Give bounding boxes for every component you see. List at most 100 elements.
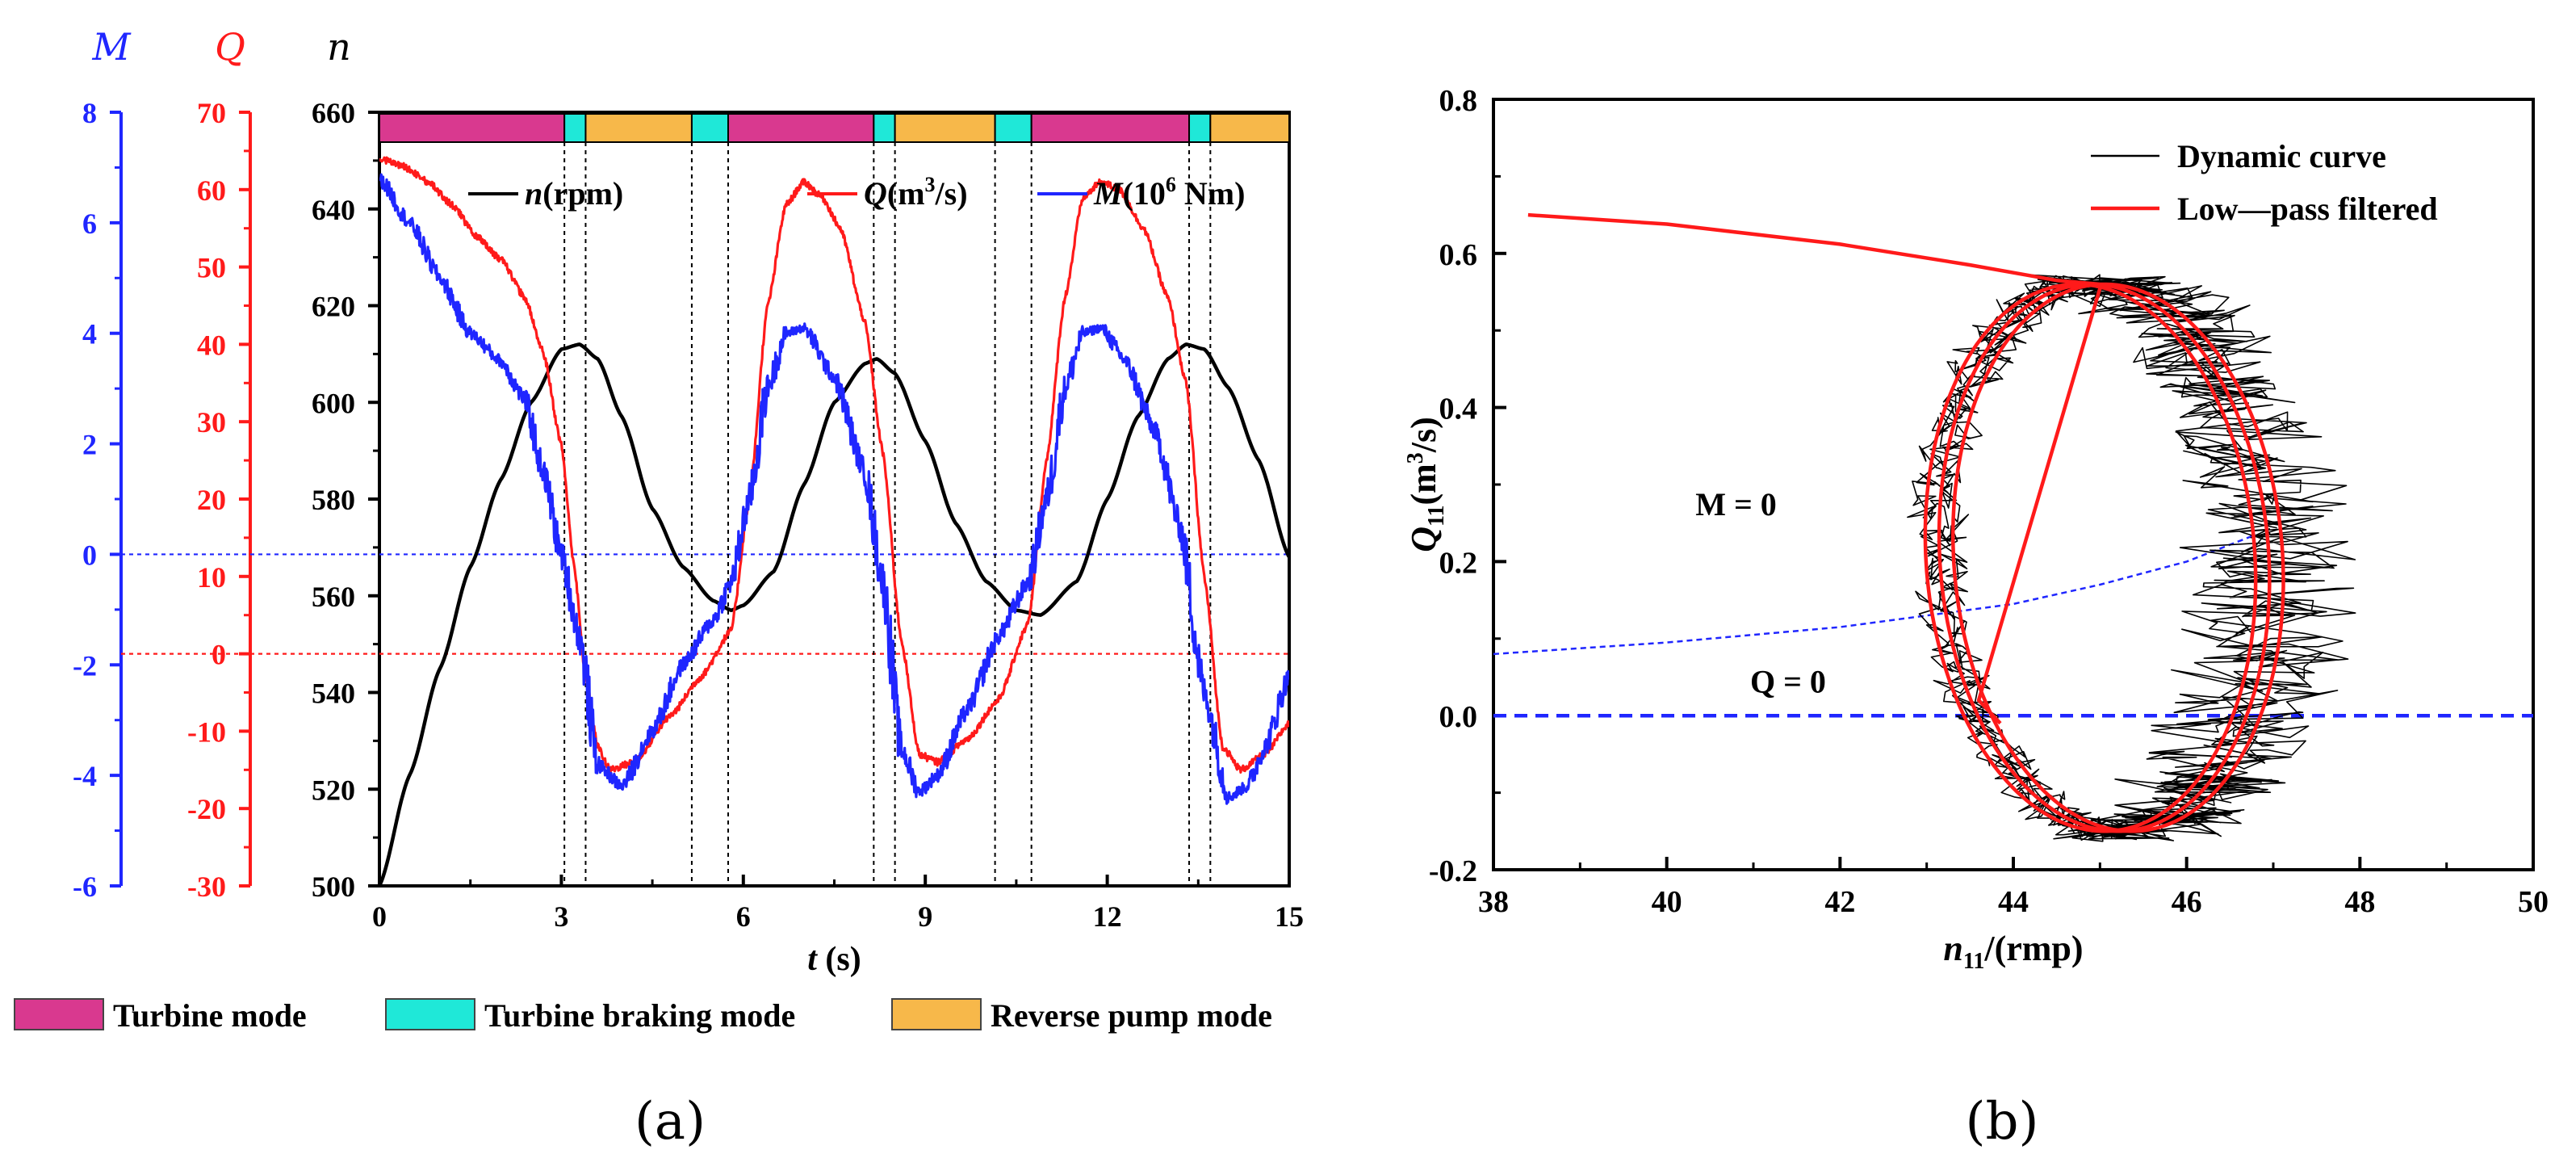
x-axis-subscript: 11 <box>1963 949 1984 974</box>
mode-bar-segment <box>584 113 693 143</box>
y-tick-label-n: 560 <box>312 581 355 613</box>
mode-bar-segment <box>563 113 587 143</box>
x-axis-label-symbol: t <box>807 941 818 978</box>
y-tick-label-q: 50 <box>197 252 226 284</box>
y-axis-subscript: 11 <box>1424 506 1449 527</box>
axis-title-q: Q <box>215 25 245 69</box>
annotation-q-zero: Q = 0 <box>1750 664 1826 700</box>
y-tick-label-b: 0.2 <box>1439 546 1478 580</box>
mode-legend-label-turbine: Turbine mode <box>113 997 307 1034</box>
mode-bar-segment <box>379 113 566 143</box>
x-tick-label-a: 9 <box>918 900 932 933</box>
y-tick-label-q: -30 <box>187 871 226 903</box>
y-tick-label-q: 20 <box>197 484 226 516</box>
mode-legend-swatch-pump <box>891 998 982 1030</box>
series-line-n <box>379 342 1289 886</box>
mode-bar-segment <box>1030 113 1191 143</box>
mode-bar-segment <box>873 113 896 143</box>
y-tick-label-b: 0.6 <box>1439 238 1478 272</box>
x-axis-label-a: t (s) <box>807 941 861 978</box>
y-tick-label-n: 540 <box>312 678 355 710</box>
legend-superscript: 3 <box>925 173 936 196</box>
legend-label-m: M(106 Nm) <box>1093 173 1245 212</box>
x-axis-symbol: n <box>1943 929 1962 968</box>
series-line-q <box>379 156 1289 774</box>
y-tick-label-n: 640 <box>312 194 355 226</box>
y-tick-label-m: -2 <box>73 649 97 682</box>
y-tick-label-b: 0.0 <box>1439 700 1478 734</box>
mode-bar-segment <box>1209 113 1290 143</box>
y-axis-unit-end: /s) <box>1404 417 1443 453</box>
y-tick-label-n: 580 <box>312 484 355 516</box>
m-zero-line <box>1493 533 2256 656</box>
x-tick-label-a: 0 <box>372 900 387 933</box>
y-tick-label-m: -4 <box>73 760 97 792</box>
legend-unit: (rpm) <box>542 175 623 212</box>
y-tick-label-m: 8 <box>82 97 97 129</box>
mode-bar-segment <box>894 113 996 143</box>
y-tick-label-m: 4 <box>82 318 97 350</box>
axis-title-n: n <box>327 25 351 69</box>
mode-bar-segment <box>690 113 730 143</box>
y-tick-label-q: 70 <box>197 97 226 129</box>
series-line-m <box>379 173 1289 805</box>
legend-label-n: n(rpm) <box>525 175 623 212</box>
axis-title-m: M <box>91 25 132 69</box>
panel-label-b: (b) <box>1966 1092 2039 1152</box>
y-tick-label-n: 520 <box>312 774 355 806</box>
y-tick-label-m: 2 <box>82 429 97 461</box>
legend-unit-end: Nm) <box>1176 175 1246 212</box>
legend-symbol: Q <box>864 175 887 212</box>
annotation-m-zero: M = 0 <box>1695 486 1777 522</box>
mode-legend-label-pump: Reverse pump mode <box>991 997 1272 1034</box>
y-tick-label-m: 0 <box>82 539 97 571</box>
x-tick-label-a: 6 <box>736 900 751 933</box>
y-axis-label-b: Q11(m3/s) <box>1403 417 1449 552</box>
y-tick-label-b: -0.2 <box>1429 854 1477 888</box>
legend-label-b-0: Dynamic curve <box>2177 138 2386 174</box>
legend-unit: (10 <box>1123 175 1166 212</box>
mode-legend-label-braking: Turbine braking mode <box>484 997 795 1034</box>
panel-b-chart: 38 40 42 44 46 48 50-0.20.00.20.40.60.8n11/(rm… <box>1403 84 2549 1152</box>
mode-legend-swatch-braking <box>385 998 475 1030</box>
panel-label-a: (a) <box>635 1092 706 1152</box>
mode-bar-segment <box>727 113 875 143</box>
y-tick-label-m: 6 <box>82 208 97 240</box>
mode-bar-segment <box>1188 113 1212 143</box>
y-tick-label-q: -10 <box>187 715 226 748</box>
legend-label-q: Q(m3/s) <box>864 173 968 212</box>
mode-legend-swatch-turbine <box>14 998 104 1030</box>
legend-unit: (m <box>887 175 925 212</box>
y-tick-label-n: 660 <box>312 97 355 129</box>
y-tick-label-m: -6 <box>73 871 97 903</box>
y-tick-label-q: 10 <box>197 561 226 594</box>
x-tick-label-b: 40 <box>1652 885 1682 919</box>
y-axis-symbol: Q <box>1404 527 1443 552</box>
mode-bar-segment <box>994 113 1032 143</box>
x-tick-label-a: 3 <box>554 900 568 933</box>
y-axis-superscript: 3 <box>1403 452 1428 464</box>
y-axis-unit: (m <box>1404 464 1443 505</box>
y-tick-label-q: 30 <box>197 406 226 439</box>
x-tick-label-b: 48 <box>2344 885 2375 919</box>
x-tick-label-b: 50 <box>2518 885 2549 919</box>
x-axis-label-b: n11/(rmp) <box>1943 929 2083 974</box>
y-tick-label-q: -20 <box>187 793 226 825</box>
x-tick-label-b: 42 <box>1824 885 1855 919</box>
legend-symbol: n <box>525 175 542 212</box>
y-tick-label-n: 600 <box>312 387 355 419</box>
legend-unit-end: /s) <box>935 175 968 212</box>
y-tick-label-b: 0.4 <box>1439 392 1478 426</box>
legend-symbol: M <box>1093 175 1124 212</box>
series-low-pass-filtered <box>1527 212 2285 833</box>
y-tick-label-q: 40 <box>197 329 226 361</box>
x-tick-label-b: 46 <box>2172 885 2202 919</box>
x-tick-label-a: 12 <box>1093 900 1122 933</box>
y-tick-label-b: 0.8 <box>1439 84 1478 118</box>
x-tick-label-a: 15 <box>1275 900 1304 933</box>
y-tick-label-q: 60 <box>197 174 226 207</box>
x-tick-label-b: 44 <box>1998 885 2029 919</box>
x-axis-label-unit: (s) <box>817 941 861 978</box>
